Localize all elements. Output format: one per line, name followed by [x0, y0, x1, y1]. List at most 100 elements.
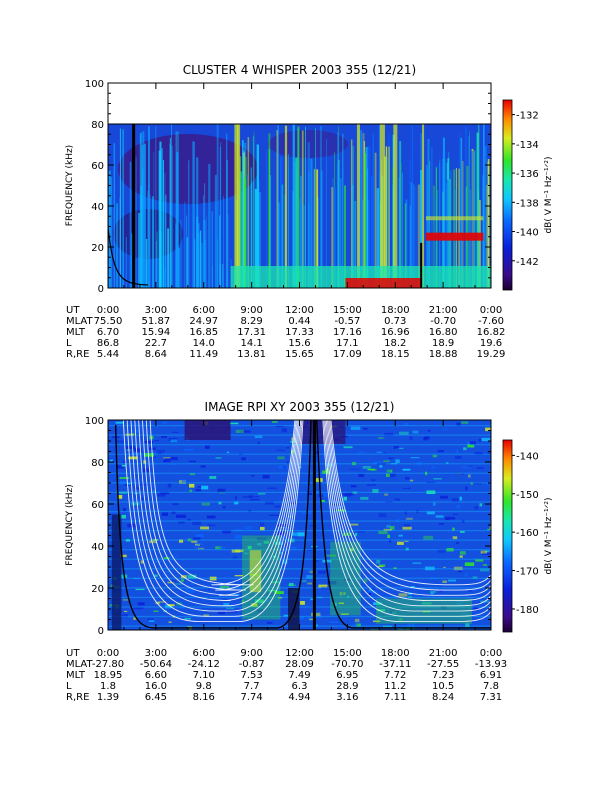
spectral-patch: [391, 463, 398, 465]
spectral-streak: [484, 145, 487, 288]
spectral-patch: [281, 560, 288, 565]
ephemeris-value: 18.9: [432, 338, 454, 349]
spectral-streak: [226, 133, 228, 288]
spectral-patch: [309, 570, 317, 573]
spectral-streak: [321, 170, 323, 288]
spectral-streak: [162, 159, 164, 288]
spectral-patch: [368, 592, 372, 595]
spectral-streak: [167, 228, 169, 288]
ephemeris-value: 16.85: [189, 327, 218, 338]
spectral-streak: [199, 230, 202, 288]
spectral-patch: [412, 562, 422, 564]
spectral-patch: [315, 559, 321, 561]
ephemeris-value: 11.2: [384, 681, 406, 692]
ephemeris-value: 8.29: [240, 316, 262, 327]
spectral-patch: [235, 429, 244, 433]
spectral-streak: [313, 169, 316, 288]
spectral-patch: [239, 453, 243, 455]
spectral-streak: [247, 137, 250, 288]
spectral-patch: [445, 518, 449, 521]
spectral-streak: [219, 147, 221, 288]
spectral-patch: [404, 510, 408, 515]
spectral-patch: [140, 560, 144, 564]
spectral-streak: [158, 150, 161, 288]
spectral-patch: [402, 487, 411, 489]
spectral-streak: [219, 264, 221, 288]
spectral-patch: [159, 491, 170, 495]
spectral-streak: [180, 219, 182, 288]
spectral-patch: [490, 568, 491, 571]
spectral-patch: [426, 490, 436, 494]
spectral-patch: [376, 559, 381, 564]
spectral-streak: [442, 158, 445, 288]
spectral-streak: [161, 148, 163, 288]
ephemeris-value: 7.11: [384, 692, 406, 703]
spectral-patch: [140, 498, 144, 500]
spectral-patch: [467, 442, 469, 446]
spectral-streak: [340, 178, 342, 288]
ephemeris-value: 12:00: [285, 648, 314, 659]
spectral-patch: [325, 463, 334, 467]
spectral-patch: [193, 537, 201, 540]
spectral-patch: [458, 570, 463, 573]
y-tick-label: 40: [91, 542, 104, 553]
spectral-streak: [135, 156, 137, 288]
spectral-patch: [234, 529, 243, 532]
spectral-patch: [197, 547, 204, 550]
spectral-patch: [122, 460, 128, 463]
spectral-patch: [486, 483, 491, 486]
ephemeris-value: 6.3: [292, 681, 308, 692]
spectral-streak: [242, 140, 244, 288]
spectral-streak: [216, 124, 219, 288]
ephemeris-value: 10.5: [432, 681, 454, 692]
spectral-streak: [116, 203, 119, 288]
ephemeris-value: 7.23: [432, 670, 454, 681]
spectral-patch: [301, 580, 307, 583]
y-tick-label: 40: [91, 202, 104, 213]
spectral-patch: [254, 435, 263, 439]
spectral-patch: [406, 517, 413, 520]
spectral-streak: [316, 169, 319, 288]
spectral-patch: [474, 505, 478, 510]
spectral-patch: [456, 505, 460, 508]
spectral-streak: [153, 152, 155, 288]
spectral-patch: [286, 461, 289, 464]
spectral-streak: [295, 157, 298, 288]
spectral-patch: [404, 423, 409, 426]
spectral-streak: [292, 124, 295, 288]
spectral-streak: [254, 188, 257, 288]
spectral-patch: [267, 593, 273, 596]
spectral-patch: [383, 528, 392, 531]
spectral-streak: [354, 201, 357, 288]
spectral-patch: [465, 486, 468, 491]
ephemeris-value: 12:00: [285, 305, 314, 316]
spectral-patch: [352, 462, 356, 466]
spectral-patch: [372, 489, 379, 493]
ephemeris-value: 21:00: [429, 648, 458, 659]
spectral-patch: [206, 515, 216, 519]
y-tick-label: 20: [91, 584, 104, 595]
emission-patch: [249, 550, 262, 593]
resonance-curve: [122, 420, 304, 623]
spectral-patch: [475, 559, 484, 562]
spectral-patch: [232, 594, 240, 596]
spectral-patch: [121, 464, 126, 467]
spectral-patch: [482, 564, 488, 566]
spectral-patch: [134, 487, 141, 490]
ephemeris-value: -24.12: [188, 659, 220, 670]
spectral-streak: [120, 156, 121, 288]
spectral-patch: [455, 449, 459, 454]
spectral-patch: [164, 570, 170, 574]
spectral-patch: [227, 451, 230, 454]
ephemeris-value: 28.9: [336, 681, 358, 692]
spectral-patch: [240, 430, 251, 433]
spectral-patch: [378, 564, 386, 567]
spectral-patch: [247, 545, 252, 550]
ephemeris-value: 15.6: [288, 338, 310, 349]
spectral-streak: [351, 139, 353, 288]
spectral-patch: [122, 599, 130, 601]
spectral-streak: [155, 126, 157, 288]
spectral-patch: [382, 625, 392, 628]
ephemeris-value: 6.70: [97, 327, 119, 338]
spectral-patch: [397, 628, 404, 630]
